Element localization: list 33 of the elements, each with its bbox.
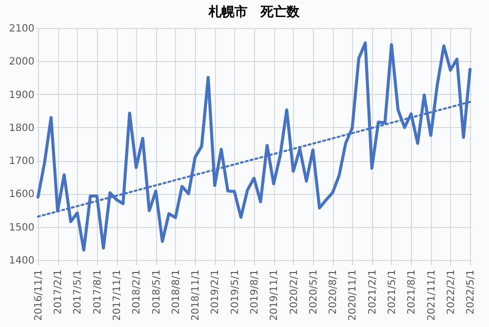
y-tick-label: 1900 [9,90,34,101]
x-tick-label: 2019/5/1 [230,270,241,314]
x-tick-label: 2021/5/1 [386,270,398,314]
x-tick-label: 2019/11/1 [269,270,280,321]
x-tick-label: 2020/5/1 [308,270,320,314]
y-tick-label: 2100 [9,24,34,34]
chart-title: 札幌市 死亡数 [208,4,300,20]
x-tick-label: 2021/8/1 [406,270,418,314]
x-tick-label: 2019/8/1 [250,270,260,314]
x-tick-label: 2021/11/1 [426,270,438,321]
x-tick-label: 2018/2/1 [132,270,143,314]
y-tick-label: 1400 [9,256,34,266]
x-tick-label: 2020/8/1 [328,270,340,314]
x-tick-label: 2017/2/1 [53,270,64,314]
x-tick-label: 2020/2/1 [288,270,300,314]
x-tick-label: 2018/5/1 [151,270,162,314]
x-tick-label: 2019/2/1 [210,270,222,314]
x-tick-label: 2022/5/1 [466,270,477,314]
x-tick-label: 2017/8/1 [92,270,104,314]
y-tick-label: 1700 [9,156,34,168]
y-tick-label: 1600 [9,189,34,200]
x-tick-label: 2018/8/1 [170,270,182,314]
x-tick-label: 2017/5/1 [72,270,84,314]
x-tick-label: 2020/11/1 [348,270,359,321]
y-tick-label: 1800 [9,122,34,134]
line-series [36,41,472,252]
y-tick-label: 1500 [9,222,34,234]
x-tick-label: 2021/2/1 [367,270,378,314]
x-tick-label: 2018/11/1 [190,270,202,321]
x-tick-label: 2017/11/1 [112,270,124,321]
x-tick-label: 2022/2/1 [446,270,457,314]
y-tick-label: 2000 [9,56,34,68]
x-tick-label: 2016/11/1 [33,270,44,321]
